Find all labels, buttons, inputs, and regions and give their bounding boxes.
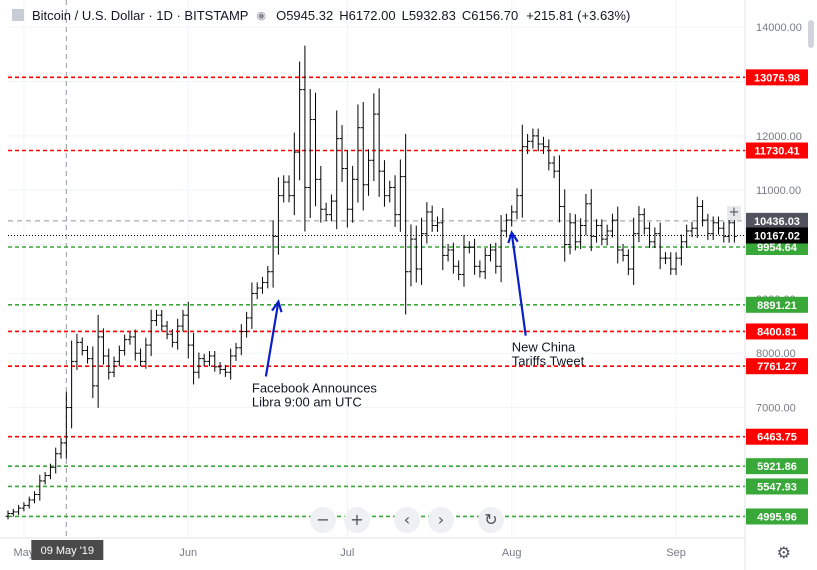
annotation-arrowhead [507,230,519,244]
level-label: 8400.81 [757,326,797,338]
level-label-box [746,508,808,525]
level-label-box [746,358,808,375]
high-key: H [339,7,349,23]
gear-icon[interactable]: ⚙ [776,543,791,562]
annotation-text: New China [512,340,576,355]
level-label: 11730.41 [754,146,799,158]
level-label: 9954.64 [757,242,798,254]
crosshair-date-box [31,540,104,560]
level-label: 13076.98 [754,72,800,84]
low-key: L [401,7,409,23]
zoom-out-button[interactable]: − [310,507,336,533]
price-tag-label: 10436.03 [754,216,800,228]
level-label: 6463.75 [757,432,797,444]
level-label-box [746,69,808,86]
level-label-box [746,458,808,475]
scrollbar[interactable] [808,20,814,48]
level-label: 5547.93 [757,481,797,493]
scroll-left-button[interactable]: ‹ [394,507,420,533]
zoom-in-button[interactable]: + [344,507,370,533]
level-label-box [746,142,808,159]
chart-header: Bitcoin / U.S. Dollar · 1D · BITSTAMP ◉ … [12,6,630,24]
annotation-arrowhead [271,299,283,313]
reset-chart-button[interactable]: ↻ [478,507,504,533]
y-tick-label: 7000.00 [756,403,796,415]
level-label-box [746,428,808,445]
y-tick-label: 8000.00 [756,348,796,360]
crosshair-date-label: 09 May '19 [41,545,94,557]
close-value: 6156.70 [471,7,519,23]
open-key: O [276,7,287,23]
level-label: 8891.21 [757,300,797,312]
scroll-right-button[interactable]: › [428,507,454,533]
eye-icon[interactable]: ◉ [256,9,267,22]
price-tag-box [746,227,808,244]
level-label-box [746,323,808,340]
annotation-arrow [264,301,280,377]
x-tick-label: Jul [340,547,354,559]
x-tick-label: May [14,547,35,559]
open-value: 5945.32 [286,7,334,23]
x-tick-label: Jun [179,547,197,559]
annotation-text: Libra 9:00 am UTC [252,394,362,409]
x-tick-label: Aug [502,547,522,559]
level-label: 5921.86 [757,461,797,473]
symbol-title[interactable]: Bitcoin / U.S. Dollar · 1D · BITSTAMP [32,7,249,23]
annotation-arrow [510,232,527,336]
bitcoin-icon [12,9,24,21]
low-value: 5932.83 [408,7,456,23]
high-value: 6172.00 [348,7,396,23]
price-tag-label: 10167.02 [754,230,800,242]
y-tick-label: 11000.00 [756,185,801,197]
x-tick-label: Sep [666,547,686,559]
ohlc-bars [5,45,737,520]
navigation-bar: − + ‹ › ↻ [310,507,504,533]
close-key: C [461,7,472,23]
add-price-line-button[interactable]: + [727,205,741,220]
annotation-text: Facebook Announces [252,380,378,395]
price-tag-box [746,212,808,229]
level-label: 7761.27 [757,361,797,373]
level-label-box [746,296,808,313]
level-label: 4995.96 [757,511,797,523]
y-tick-label: 14000.00 [756,22,802,34]
change-value: +215.81 (+3.63%) [526,7,631,23]
annotation-text: Tariffs Tweet [512,354,585,369]
level-label-box [746,478,808,495]
y-tick-label: 12000.00 [756,131,802,143]
